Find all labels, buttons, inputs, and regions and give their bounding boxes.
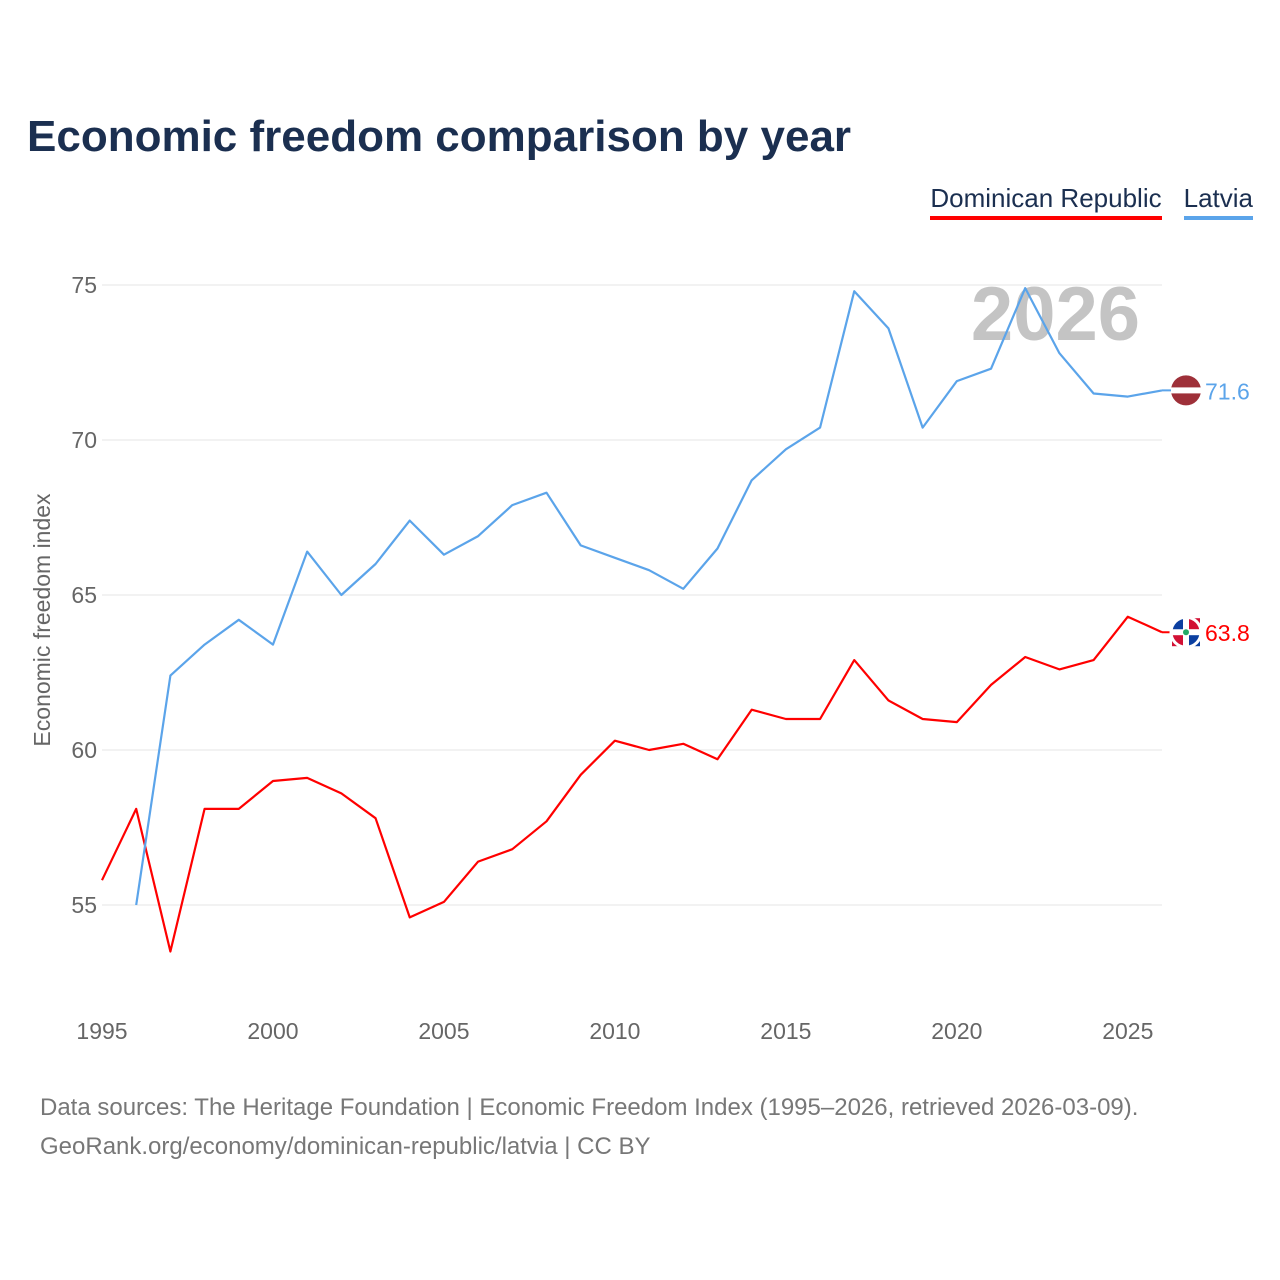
x-tick-label: 2020 (931, 1018, 982, 1044)
series-line-latvia (135, 287, 1163, 906)
chart-title: Economic freedom comparison by year (27, 112, 852, 161)
x-tick-label: 1995 (76, 1018, 127, 1044)
x-tick-label: 2005 (418, 1018, 469, 1044)
end-value-label: 63.8 (1205, 620, 1250, 646)
y-tick-label: 60 (71, 737, 97, 763)
source-url: GeoRank.org/economy/dominican-republic/l… (40, 1133, 651, 1160)
flag-quadrant (1172, 635, 1183, 647)
y-tick-label: 55 (71, 892, 97, 918)
flag-quadrant (1189, 635, 1200, 647)
y-axis-label: Economic freedom index (29, 493, 55, 747)
flag-emblem (1183, 629, 1189, 636)
flag-rim (1169, 615, 1203, 649)
y-tick-label: 65 (71, 582, 97, 608)
footer: Data sources: The Heritage Foundation | … (40, 1088, 1138, 1166)
data-source: Data sources: The Heritage Foundation | … (40, 1094, 1139, 1121)
latvia-flag-stripe (1171, 387, 1201, 394)
flag-quadrant (1171, 617, 1186, 633)
legend-dominican-republic[interactable]: Dominican Republic (930, 183, 1162, 220)
x-tick-label: 2000 (247, 1018, 298, 1044)
y-tick-label: 70 (71, 427, 97, 453)
y-tick-label: 75 (71, 272, 97, 298)
x-tick-label: 2010 (589, 1018, 640, 1044)
legend-latvia[interactable]: Latvia (1183, 183, 1253, 220)
year-watermark: 2026 (971, 272, 1140, 357)
x-tick-label: 2015 (760, 1018, 811, 1044)
series-line-dominican-republic (101, 615, 1163, 953)
legend: Dominican Republic Latvia (930, 183, 1253, 220)
x-tick-label: 2025 (1102, 1018, 1153, 1044)
end-value-label: 71.6 (1205, 378, 1250, 404)
flag-quadrant (1189, 618, 1200, 630)
